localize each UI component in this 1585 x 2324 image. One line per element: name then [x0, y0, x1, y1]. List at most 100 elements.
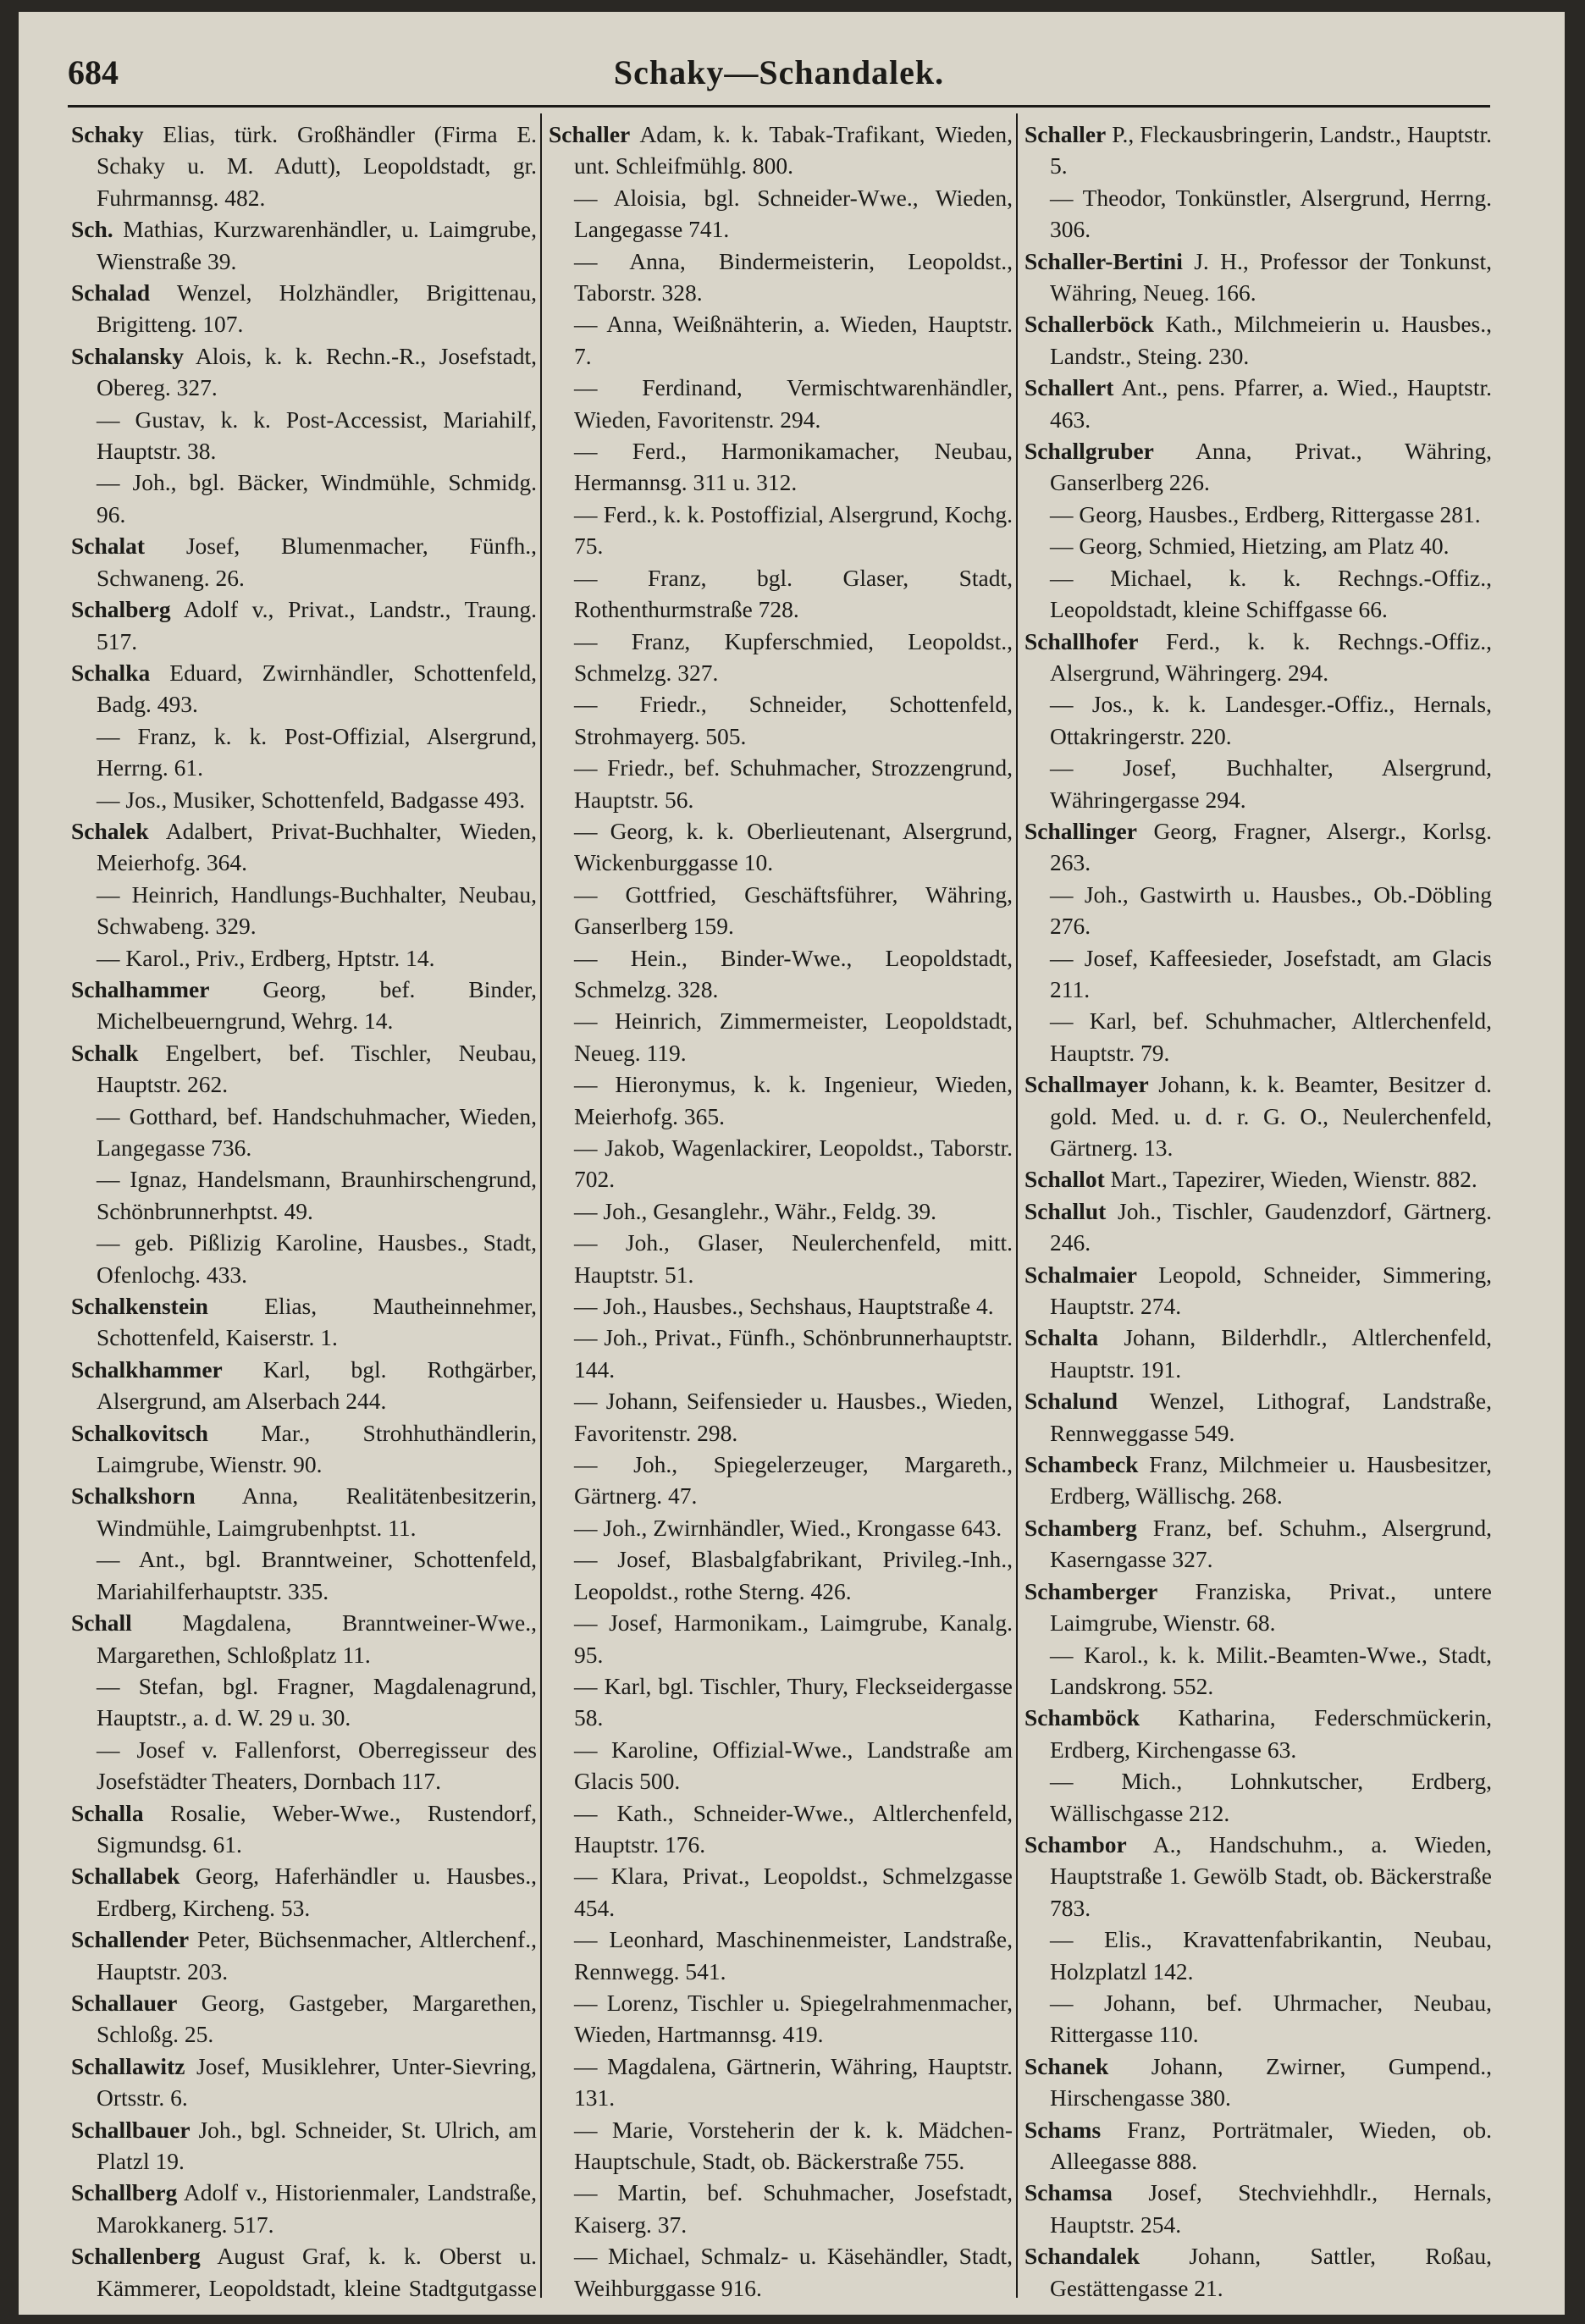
- entry-name: —: [574, 1546, 598, 1573]
- entry: — Franz, k. k. Post-Offizial, Alsergrund…: [71, 720, 537, 784]
- entry: — Anna, Weißnähterin, a. Wieden, Hauptst…: [549, 308, 1013, 372]
- entry: Schambor A., Handschuhm., a. Wieden, Hau…: [1024, 1829, 1492, 1924]
- entry: — Anna, Bindermeisterin, Leopoldst., Tab…: [549, 246, 1013, 309]
- entry-text: Klara, Privat., Leopoldst., Schmelzgasse…: [574, 1863, 1013, 1921]
- entry-name: Schandalek: [1024, 2243, 1140, 2270]
- entry: — Joh., Gastwirth u. Hausbes., Ob.-Döbli…: [1024, 879, 1492, 942]
- entry: — Joh., Zwirnhändler, Wied., Krongasse 6…: [549, 1512, 1013, 1543]
- entry-text: Ant., pens. Pfarrer, a. Wied., Hauptstr.…: [1050, 374, 1492, 433]
- entry: Schallert Ant., pens. Pfarrer, a. Wied.,…: [1024, 372, 1492, 435]
- entry-text: Joh., Gesanglehr., Währ., Feldg. 39.: [603, 1197, 936, 1224]
- entry: — Karol., k. k. Milit.-Beamten-Wwe., Sta…: [1024, 1639, 1492, 1703]
- entry-text: Jos., Musiker, Schottenfeld, Badgasse 49…: [125, 786, 526, 813]
- entry-text: Ferd., k. k. Rechngs.-Offiz., Alsergrund…: [1050, 627, 1492, 686]
- entry: Schallbauer Joh., bgl. Schneider, St. Ul…: [71, 2114, 537, 2178]
- entry: — Klara, Privat., Leopoldst., Schmelzgas…: [549, 1860, 1013, 1924]
- entry-text: Mich., Lohnkutscher, Erdberg, Wällischga…: [1050, 1768, 1492, 1826]
- entry-name: Schalkenstein: [71, 1293, 208, 1320]
- entry-text: Michael, Schmalz- u. Käsehändler, Stadt,…: [574, 2243, 1013, 2301]
- entry-text: Kath., Schneider-Wwe., Altlerchenfeld, H…: [574, 1799, 1013, 1858]
- entry: — Karol., Priv., Erdberg, Hptstr. 14.: [71, 942, 537, 974]
- entry: Schamsa Josef, Stechviehhdlr., Hernals, …: [1024, 2177, 1492, 2240]
- entry-text: Joh., Tischler, Gaudenzdorf, Gärtnerg. 2…: [1050, 1197, 1492, 1256]
- entry: — Joh., Spiegelerzeuger, Margareth., Gär…: [549, 1449, 1013, 1512]
- entry-text: Josef, Kaffeesieder, Josefstadt, am Glac…: [1050, 944, 1492, 1002]
- entry: — Joh., Hausbes., Sechshaus, Hauptstraße…: [549, 1290, 1013, 1322]
- entry-name: Schalansky: [71, 342, 184, 369]
- entry-text: Mar., Strohhuthändlerin, Laimgrube, Wien…: [97, 1419, 537, 1478]
- entry-text: Engelbert, bef. Tischler, Neubau, Haupts…: [97, 1039, 537, 1098]
- entry: — Kath., Schneider-Wwe., Altlerchenfeld,…: [549, 1797, 1013, 1861]
- entry-name: —: [574, 691, 598, 718]
- entry: Schalkshorn Anna, Realitätenbesitzerin, …: [71, 1480, 537, 1543]
- entry-text: Elias, Mautheinnehmer, Schottenfeld, Kai…: [97, 1293, 537, 1351]
- entry-text: Gottfried, Geschäftsführer, Währing, Gan…: [574, 880, 1013, 940]
- entry-name: Schall: [71, 1609, 132, 1637]
- entry: Schalmaier Leopold, Schneider, Simmering…: [1024, 1259, 1492, 1322]
- entry-text: Eduard, Zwirnhändler, Schottenfeld, Badg…: [97, 659, 537, 718]
- entry-text: Franz, bgl. Glaser, Stadt, Rothenthurmst…: [574, 564, 1013, 623]
- entry: — Franz, Kupferschmied, Leopoldst., Schm…: [549, 626, 1013, 689]
- entry: Schallinger Georg, Fragner, Alsergr., Ko…: [1024, 815, 1492, 879]
- entry-text: Georg, Fragner, Alsergr., Korlsg. 263.: [1050, 817, 1492, 876]
- entry: — Ant., bgl. Branntweiner, Schottenfeld,…: [71, 1543, 537, 1607]
- entry: — Joh., bgl. Bäcker, Windmühle, Schmidg.…: [71, 466, 537, 530]
- entry-name: Schalek: [71, 817, 149, 844]
- entry-text: Johann, Bilderhdlr., Altlerchenfeld, Hau…: [1050, 1324, 1492, 1383]
- entry: — Theodor, Tonkünstler, Alsergrund, Herr…: [1024, 182, 1492, 246]
- entry-text: Georg, Haferhändler u. Hausbes., Erdberg…: [97, 1863, 537, 1921]
- entry-name: —: [574, 1197, 598, 1224]
- column: Schaky Elias, türk. Großhändler (Firma E…: [71, 119, 537, 2303]
- entry-text: Wenzel, Lithograf, Landstraße, Rennwegga…: [1050, 1388, 1492, 1446]
- entry-text: Josef, Musiklehrer, Unter-Sievring, Orts…: [97, 2052, 537, 2111]
- entry: Schallot Mart., Tapezirer, Wieden, Wiens…: [1024, 1163, 1492, 1195]
- entry-name: —: [574, 438, 598, 465]
- entry-name: Schallauer: [71, 1989, 178, 2016]
- entry-text: Johann, Sattler, Roßau, Gestättengasse 2…: [1050, 2243, 1492, 2301]
- entry: — Ferd., k. k. Postoffizial, Alsergrund,…: [549, 499, 1013, 562]
- entry: — Stefan, bgl. Fragner, Magdalenagrund, …: [71, 1670, 537, 1734]
- entry-text: P., Fleckausbringerin, Landstr., Hauptst…: [1050, 121, 1492, 179]
- entry-name: —: [1050, 184, 1074, 211]
- entry-name: Schalta: [1024, 1324, 1099, 1351]
- entry-text: Heinrich, Handlungs-Buchhalter, Neubau, …: [97, 880, 537, 940]
- entry: Schall Magdalena, Branntweiner-Wwe., Mar…: [71, 1607, 537, 1670]
- entry-text: Ferd., Harmonikamacher, Neubau, Hermanns…: [574, 438, 1013, 496]
- entry: — Mich., Lohnkutscher, Erdberg, Wällisch…: [1024, 1765, 1492, 1829]
- entry-name: Schallgruber: [1024, 438, 1154, 465]
- entry-text: Josef v. Fallenforst, Oberregisseur des …: [97, 1736, 537, 1795]
- entry-name: —: [1050, 533, 1074, 560]
- entry-name: —: [574, 1736, 598, 1763]
- entry-text: Franz, Porträtmaler, Wieden, ob. Alleega…: [1050, 2116, 1492, 2174]
- entry-name: Schallut: [1024, 1197, 1107, 1224]
- entry-name: —: [574, 2179, 598, 2206]
- entry-name: —: [574, 880, 598, 908]
- entry-text: Joh., Gastwirth u. Hausbes., Ob.-Döbling…: [1050, 880, 1492, 940]
- entry-text: Anna, Bindermeisterin, Leopoldst., Tabor…: [574, 247, 1013, 306]
- entry: — geb. Pißlizig Karoline, Hausbes., Stad…: [71, 1227, 537, 1290]
- entry-text: Wenzel, Holzhändler, Brigittenau, Brigit…: [97, 279, 537, 338]
- entry-name: —: [574, 1229, 598, 1256]
- entry: Schallmayer Johann, k. k. Beamter, Besit…: [1024, 1068, 1492, 1163]
- page-header: 684 Schaky—Schandalek.: [68, 46, 1490, 108]
- entry-text: J. H., Professor der Tonkunst, Währing, …: [1050, 247, 1492, 306]
- entry-name: —: [97, 1736, 120, 1763]
- entry-text: Karl, bgl. Rothgärber, Alsergrund, am Al…: [97, 1355, 537, 1415]
- entry-name: —: [574, 500, 598, 527]
- entry-name: —: [574, 627, 598, 654]
- entry-name: —: [574, 1451, 598, 1478]
- entry-name: Schamsa: [1024, 2179, 1113, 2206]
- entry: Schalberg Adolf v., Privat., Landstr., T…: [71, 593, 537, 657]
- entry-text: Franz, bef. Schuhm., Alsergrund, Kaserng…: [1050, 1514, 1492, 1573]
- entry: Schalat Josef, Blumenmacher, Fünfh., Sch…: [71, 530, 537, 593]
- entry-text: Johann, bef. Uhrmacher, Neubau, Ritterga…: [1050, 1989, 1492, 2048]
- entry-name: Schallot: [1024, 1166, 1105, 1193]
- entry-name: —: [574, 1926, 598, 1953]
- entry: Schalek Adalbert, Privat-Buchhalter, Wie…: [71, 815, 537, 879]
- entry: Sch. Mathias, Kurzwarenhändler, u. Laimg…: [71, 213, 537, 277]
- entry-text: Elias, türk. Großhändler (Firma E. Schak…: [97, 121, 537, 211]
- entry: Schalla Rosalie, Weber-Wwe., Rustendorf,…: [71, 1797, 537, 1861]
- entry-name: —: [574, 1609, 598, 1637]
- entry-name: Schalund: [1024, 1388, 1118, 1415]
- entry-name: Schalmaier: [1024, 1261, 1137, 1288]
